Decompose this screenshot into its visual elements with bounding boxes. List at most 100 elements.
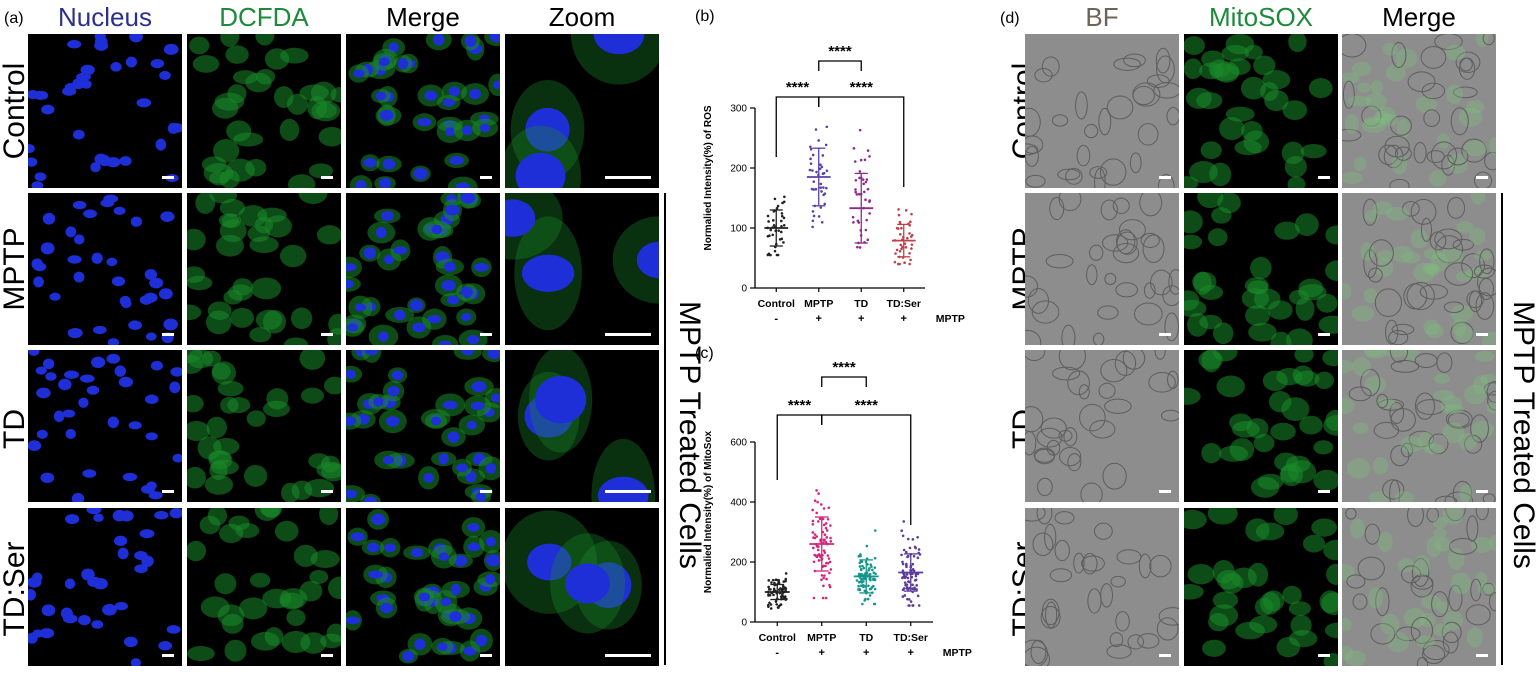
x-tick-label: Control [758,298,795,310]
data-point [826,554,830,557]
data-point [809,147,813,151]
data-point [914,574,918,578]
data-point [813,499,817,503]
data-point [866,149,870,152]
panel-d-side-bracket [1501,193,1503,665]
chart-b: 0 100 200 300 Normalied Intensity(%) of ROS C… [703,43,965,325]
data-point [910,247,913,250]
data-point [916,556,920,560]
panel-a-image-tdser-merge [346,508,500,666]
data-point [779,603,782,607]
significance-bracket [821,414,912,525]
data-point [898,233,902,236]
panel-d-image-mptp-mitosox [1184,193,1338,345]
treatment-sign: + [863,647,869,659]
data-point [816,520,820,523]
x-tick-label: TD [854,298,868,310]
data-point [769,588,772,591]
data-point [913,587,916,591]
data-point [905,565,908,569]
panel-a-image-mptp-dcfda [187,193,341,345]
data-point [867,568,870,572]
data-point [859,554,862,558]
data-point [903,261,906,264]
data-point [822,549,826,552]
data-point [863,589,867,593]
data-point [874,572,877,576]
data-point [772,224,776,227]
data-point [908,546,912,550]
data-point [812,546,815,550]
data-point [822,507,826,510]
data-point [863,599,866,602]
data-point [865,218,868,222]
data-point [861,564,864,568]
scale-bar [1318,490,1330,493]
data-point [810,187,814,191]
panel-a-image-control-merge [346,34,500,188]
data-point [868,212,871,215]
data-point [915,584,919,587]
data-point [828,571,831,575]
scale-bar [162,333,174,336]
data-point [818,554,822,557]
data-point [817,492,820,495]
data-point [902,548,906,552]
data-point [912,569,916,573]
data-point [811,519,815,523]
data-point [915,588,918,591]
data-point [857,221,861,224]
data-point [825,125,829,129]
data-point [854,190,857,194]
scale-bar [480,176,492,179]
data-point [908,262,911,266]
data-point [814,554,817,557]
data-point [868,155,871,158]
data-point [851,215,855,219]
data-point [865,178,869,181]
data-point [775,253,779,257]
chart-c: 0 200 400 600 Normalied Intensity(%) of Mito… [703,359,972,659]
data-point [767,585,770,589]
data-point [780,224,783,228]
y-tick-label: 300 [730,104,747,115]
data-point [766,603,770,607]
data-point [873,602,877,606]
data-point [825,561,828,565]
data-point [824,596,828,600]
panel-a-letter: (a) [4,10,24,27]
data-point [822,171,826,175]
data-point [822,584,825,588]
data-point [864,228,868,232]
data-point [782,200,786,204]
scale-bar [605,490,651,493]
data-point [771,219,775,222]
data-point [817,559,821,562]
data-point [773,249,777,253]
col-head-mitosox: MitoSOX [1208,2,1314,32]
data-point [913,579,917,582]
data-point [905,562,908,566]
data-point [866,238,870,242]
data-point [860,578,863,581]
data-point [858,176,861,180]
data-point [815,535,819,538]
y-tick-label: 400 [730,498,747,509]
data-point [854,188,857,191]
treatment-label: MPTP [936,313,965,325]
data-point [822,576,825,580]
data-point [870,565,873,568]
data-point [780,237,784,241]
data-point [904,550,908,554]
scale-bar [605,654,651,657]
scale-bar [605,176,651,179]
data-point [815,511,819,515]
data-point [780,594,784,597]
data-point [862,190,866,194]
significance-bracket [776,414,823,480]
data-point [821,154,825,157]
data-point [864,198,867,202]
data-point [780,587,784,591]
scale-bar [480,490,492,493]
scale-bar [321,490,333,493]
